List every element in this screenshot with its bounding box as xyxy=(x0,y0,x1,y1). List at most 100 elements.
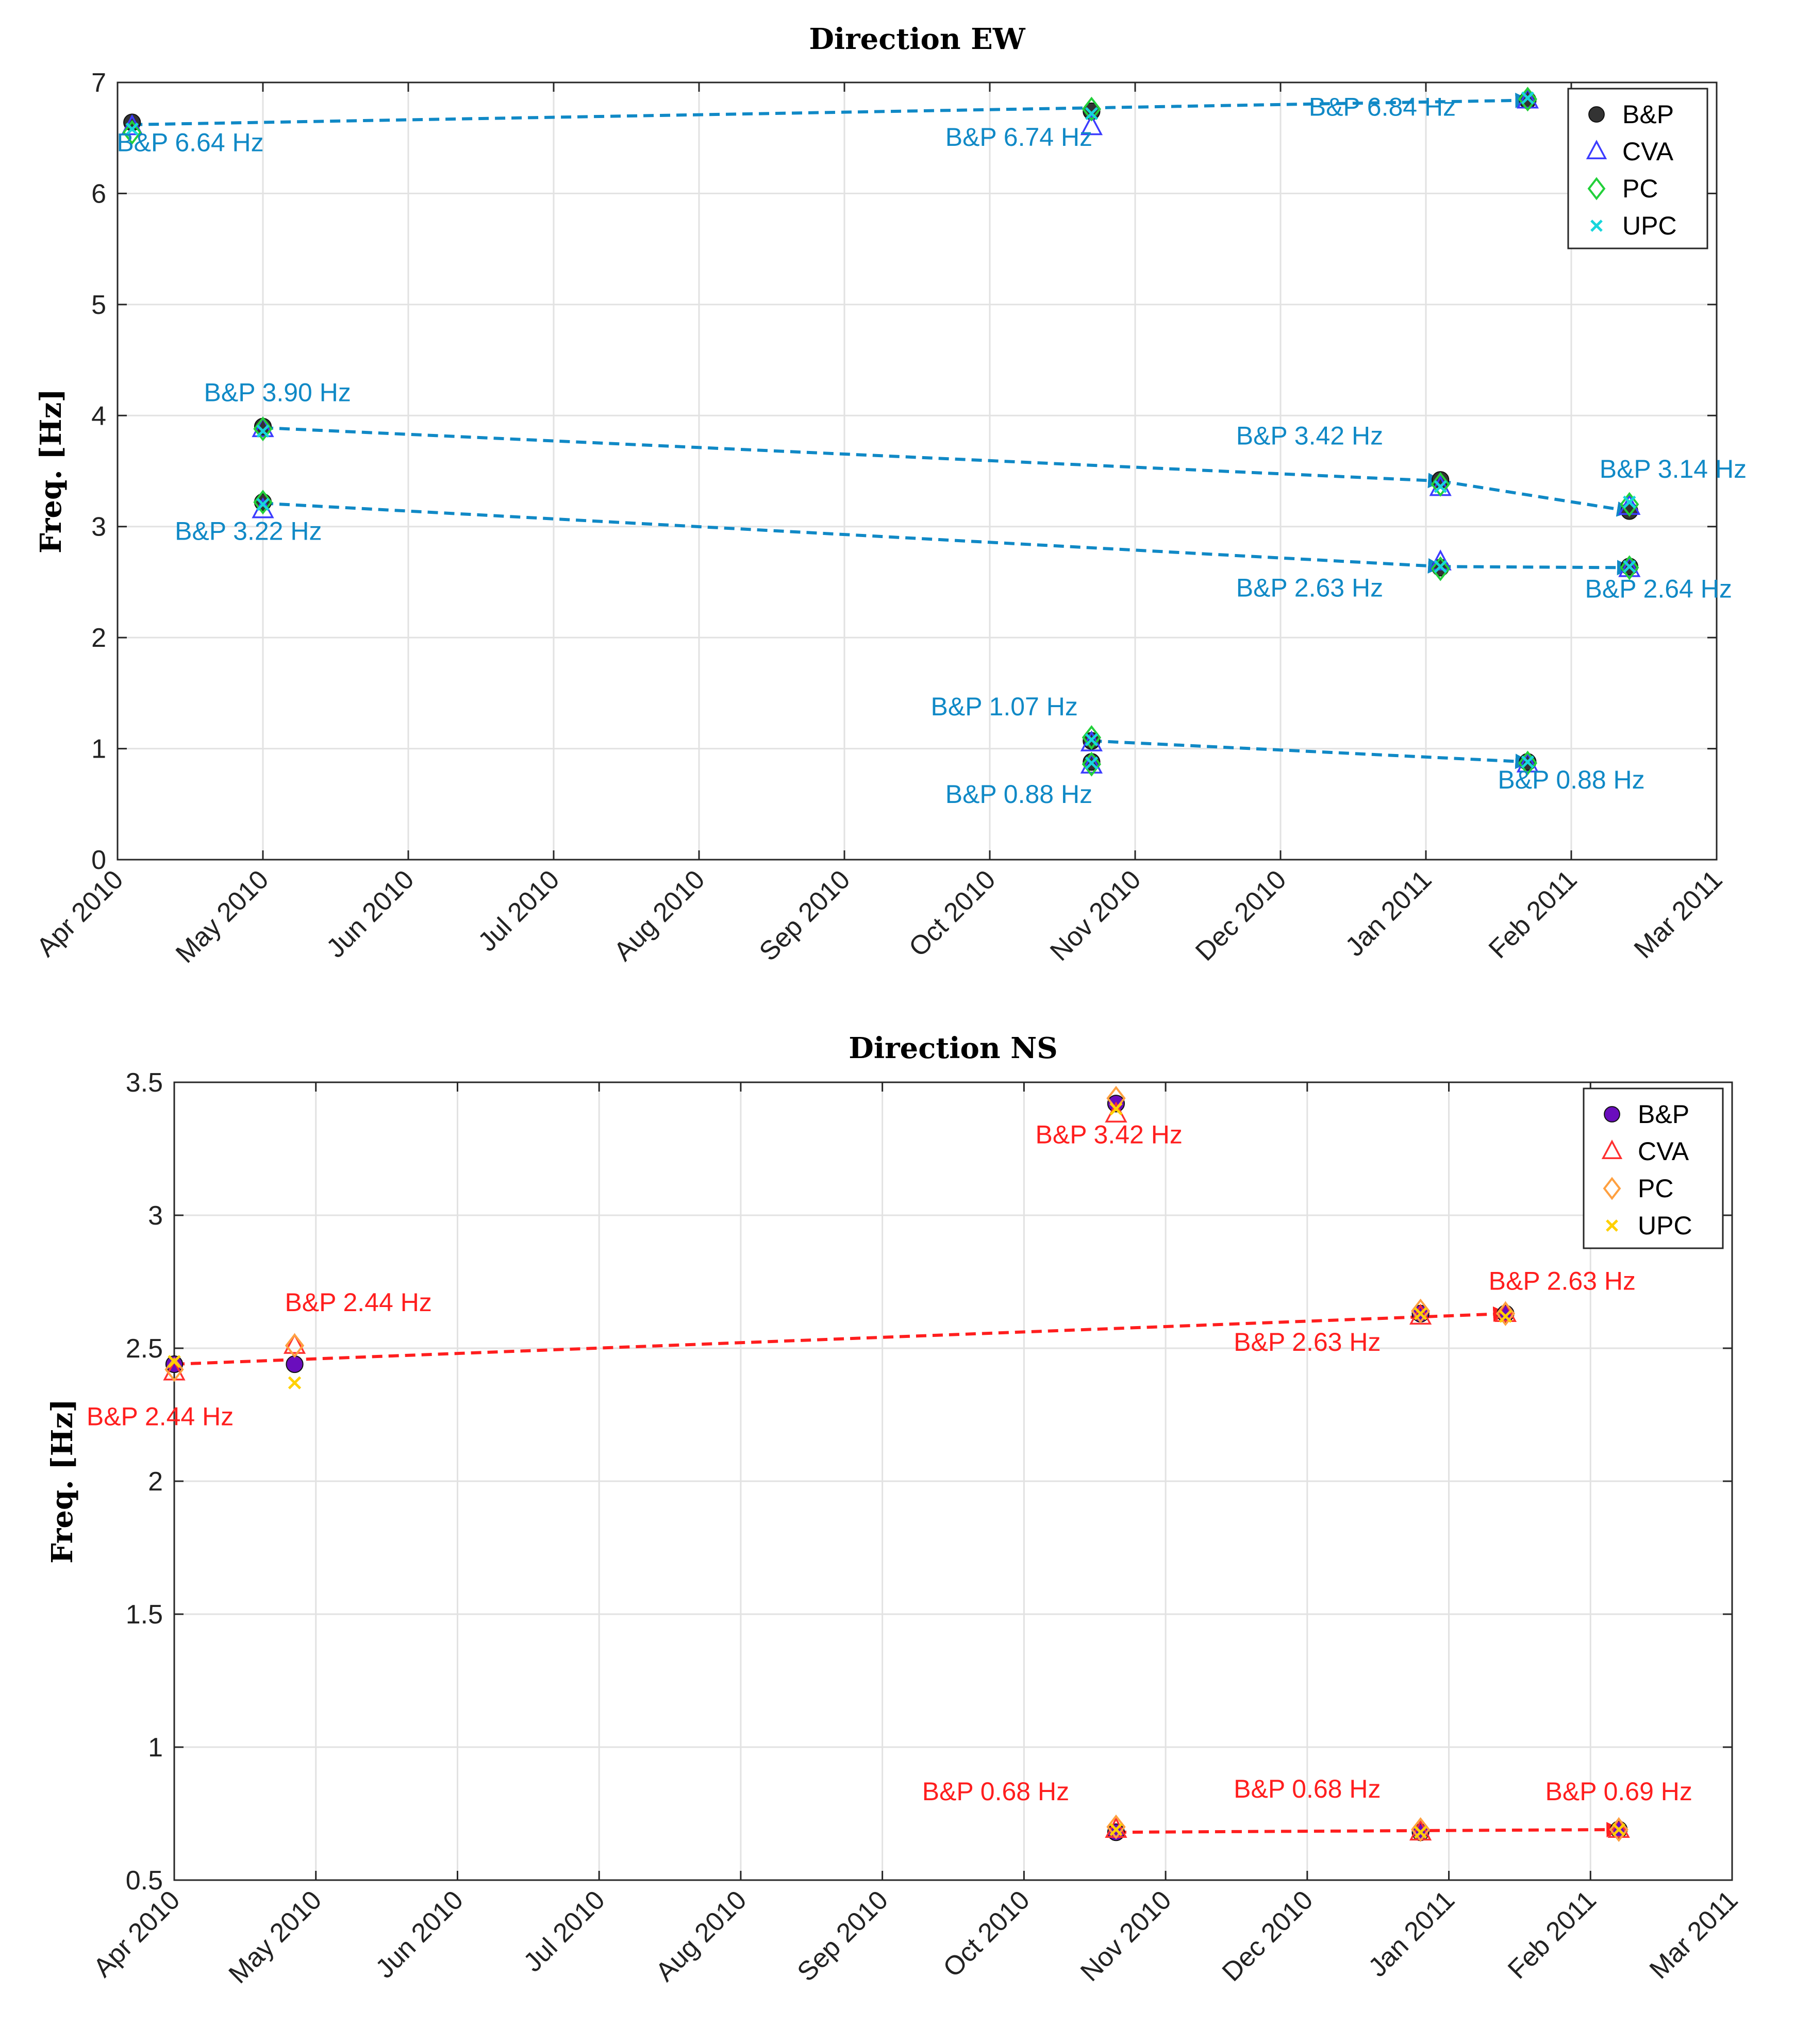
legend-label: B&P xyxy=(1622,100,1674,129)
data-point-upc xyxy=(256,424,270,438)
legend-label: UPC xyxy=(1638,1211,1692,1240)
point-annotation: B&P 2.44 Hz xyxy=(285,1288,431,1317)
data-point-upc xyxy=(1085,756,1099,770)
legend-label: CVA xyxy=(1638,1137,1689,1166)
x-tick-label: May 2010 xyxy=(223,1885,327,1989)
data-point-pc xyxy=(1620,492,1639,517)
y-tick-label: 0.5 xyxy=(126,1866,163,1896)
data-point-pc xyxy=(122,120,142,145)
y-tick-label: 0 xyxy=(91,845,106,875)
x-tick-label: Jan 2011 xyxy=(1340,864,1438,962)
legend-label: CVA xyxy=(1622,137,1674,166)
x-tick-label: Jun 2010 xyxy=(321,864,420,963)
chart-title: Direction NS xyxy=(849,1031,1057,1065)
x-tick-label: Feb 2011 xyxy=(1502,1885,1602,1985)
point-annotation: B&P 0.68 Hz xyxy=(922,1777,1069,1806)
x-tick-label: Oct 2010 xyxy=(903,864,1001,962)
x-tick-label: Dec 2010 xyxy=(1217,1885,1319,1987)
y-tick-label: 1 xyxy=(91,734,106,764)
data-point-upc xyxy=(256,497,270,511)
data-point-pc xyxy=(1431,472,1450,497)
trend-arrow xyxy=(1116,1822,1622,1838)
data-point-pc xyxy=(1518,750,1538,776)
data-point-upc xyxy=(168,1355,181,1368)
point-annotation: B&P 0.88 Hz xyxy=(1498,765,1644,794)
point-annotation: B&P 3.14 Hz xyxy=(1600,455,1747,483)
data-point-upc xyxy=(1612,1823,1625,1836)
x-tick-label: Dec 2010 xyxy=(1190,864,1292,966)
point-annotation: B&P 2.63 Hz xyxy=(1236,573,1383,602)
point-annotation: B&P 1.07 Hz xyxy=(931,692,1078,721)
data-point-cva xyxy=(1516,751,1539,773)
x-tick-label: Sep 2010 xyxy=(754,864,856,966)
y-tick-label: 6 xyxy=(91,179,106,209)
legend-marker-circle xyxy=(1588,106,1605,123)
data-point-cva xyxy=(1080,114,1103,136)
data-point-upc xyxy=(1499,1310,1513,1323)
data-point-upc xyxy=(1085,107,1099,121)
y-tick-label: 1.5 xyxy=(126,1600,163,1630)
data-point-cva xyxy=(1607,1817,1630,1838)
plot-area xyxy=(118,82,1717,860)
legend-marker-triangle xyxy=(1601,1140,1623,1159)
axes-box xyxy=(117,81,1718,861)
point-annotation: B&P 0.69 Hz xyxy=(1545,1777,1692,1806)
y-tick-label: 1 xyxy=(148,1733,163,1763)
x-tick-label: Aug 2010 xyxy=(608,864,710,966)
data-point-pc xyxy=(1082,751,1102,777)
data-point-pc xyxy=(253,416,273,442)
chart-panel-0: 0 1 2 3 4 5 6 7 Apr 2010 May 2010 Jun 2010 Jul 2010… xyxy=(31,22,1747,969)
data-point-cva xyxy=(1080,752,1103,774)
trend-arrow xyxy=(1440,560,1633,576)
point-annotation: B&P 3.22 Hz xyxy=(175,517,322,546)
y-tick-label: 4 xyxy=(91,401,106,431)
x-tick-label: Mar 2011 xyxy=(1628,864,1728,964)
x-tick-label: Nov 2010 xyxy=(1075,1885,1177,1987)
y-tick-label: 2.5 xyxy=(126,1334,163,1364)
trend-arrow xyxy=(174,1306,1509,1366)
data-point-upc xyxy=(1521,755,1535,769)
point-annotation: B&P 2.63 Hz xyxy=(1489,1266,1636,1295)
point-annotation: B&P 3.90 Hz xyxy=(204,378,351,407)
y-tick-label: 3 xyxy=(148,1201,163,1231)
data-point-cva xyxy=(1516,87,1539,109)
point-annotation: B&P 0.68 Hz xyxy=(1234,1774,1381,1803)
y-tick-label: 3.5 xyxy=(126,1068,163,1098)
point-annotation: B&P 2.44 Hz xyxy=(87,1402,234,1431)
x-tick-label: Jan 2011 xyxy=(1362,1885,1460,1983)
point-annotation: B&P 6.84 Hz xyxy=(1309,93,1456,122)
data-point-pc xyxy=(1410,1817,1431,1842)
data-point-pc xyxy=(253,490,273,515)
y-tick-label: 2 xyxy=(148,1467,163,1497)
data-point-pc xyxy=(1082,725,1102,750)
x-tick-label: Oct 2010 xyxy=(938,1885,1036,1983)
y-tick-label: 7 xyxy=(91,68,106,98)
data-point-pc xyxy=(1431,556,1450,581)
x-tick-label: Apr 2010 xyxy=(31,864,129,962)
data-point-upc xyxy=(125,122,139,136)
data-point-upc xyxy=(1414,1307,1427,1320)
data-point-cva xyxy=(1618,556,1641,577)
data-point-pc xyxy=(285,1333,305,1358)
data-point-pc xyxy=(1410,1298,1431,1323)
x-tick-label: Sep 2010 xyxy=(792,1885,894,1987)
x-tick-label: Nov 2010 xyxy=(1044,864,1146,966)
point-annotation: B&P 6.74 Hz xyxy=(945,123,1092,152)
legend-marker-x xyxy=(1606,1219,1618,1232)
legend-label: PC xyxy=(1622,174,1658,203)
data-point-bp xyxy=(254,493,272,511)
legend-marker-x xyxy=(1590,220,1603,232)
trend-arrow xyxy=(132,92,1531,126)
chart-title: Direction EW xyxy=(809,22,1025,56)
point-annotation: B&P 6.64 Hz xyxy=(117,128,263,157)
point-annotation: B&P 3.42 Hz xyxy=(1236,421,1383,450)
data-point-upc xyxy=(1085,733,1099,747)
trend-arrow xyxy=(1091,739,1531,769)
data-point-cva xyxy=(283,1333,306,1354)
data-point-upc xyxy=(1109,1823,1123,1836)
data-point-upc xyxy=(1414,1825,1427,1839)
y-axis-label: Freq. [Hz] xyxy=(45,1399,79,1564)
x-tick-label: Mar 2011 xyxy=(1644,1885,1744,1985)
data-point-upc xyxy=(1434,480,1447,493)
